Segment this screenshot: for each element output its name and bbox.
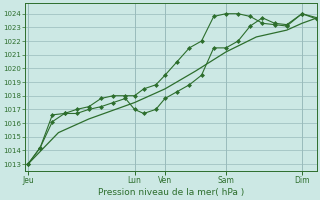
X-axis label: Pression niveau de la mer( hPa ): Pression niveau de la mer( hPa ) (98, 188, 244, 197)
